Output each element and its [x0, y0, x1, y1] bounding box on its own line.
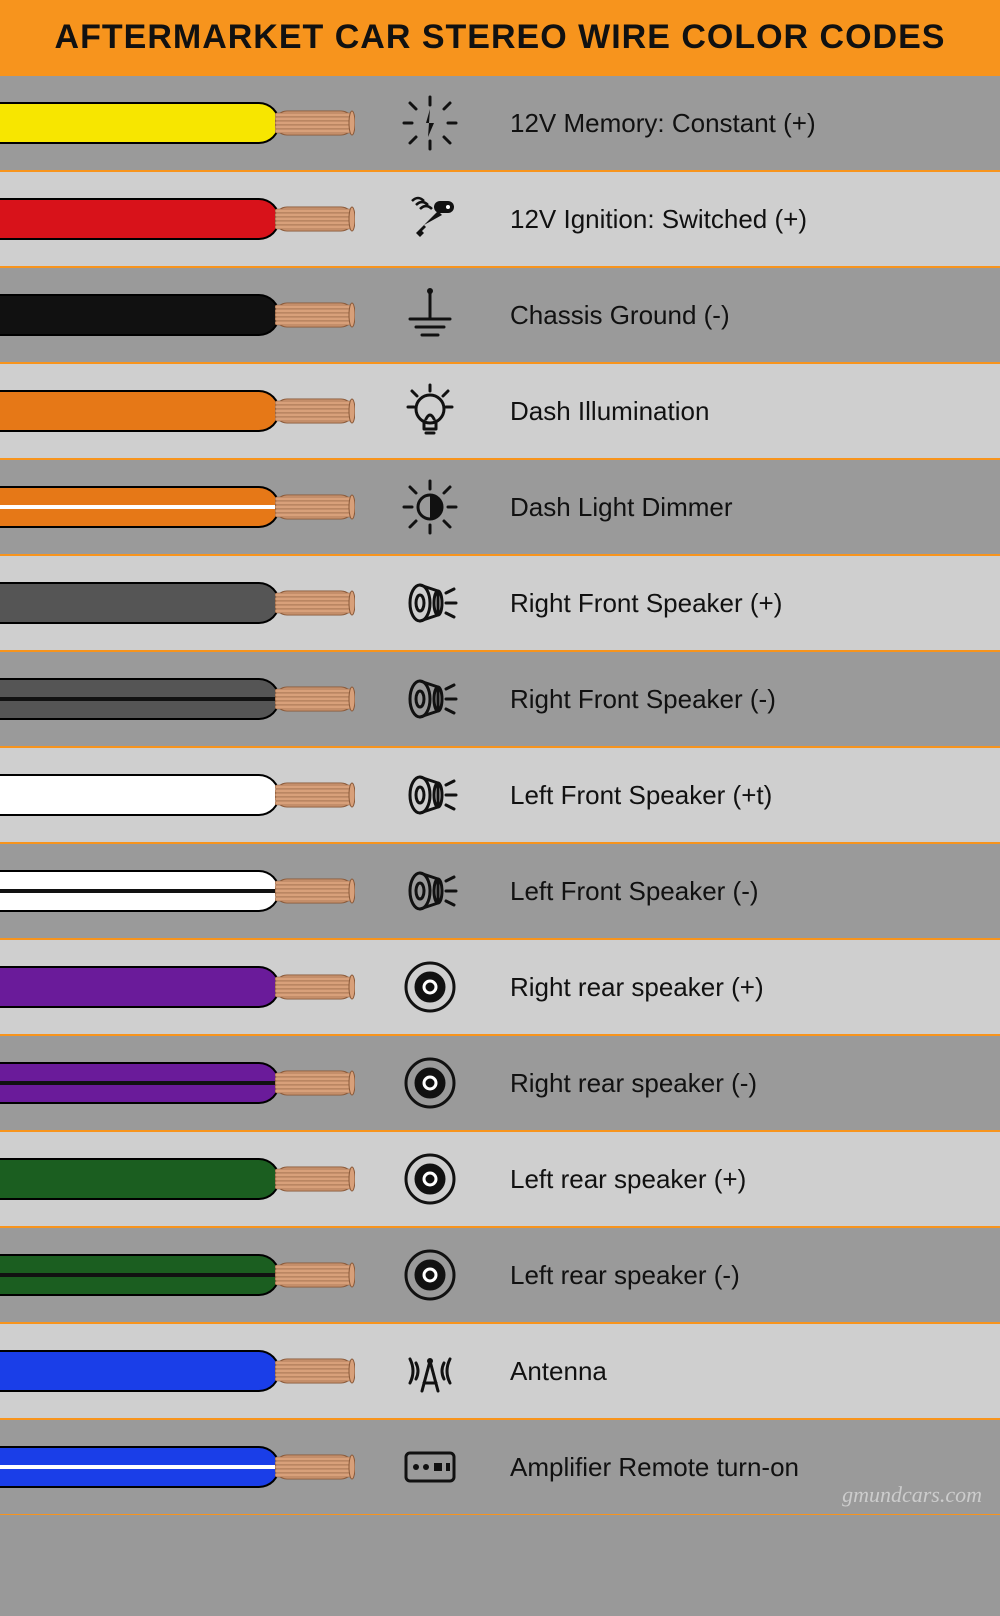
- wire-jacket: [0, 1350, 280, 1392]
- wire-row: Antenna: [0, 1323, 1000, 1419]
- wire-illustration: [0, 1036, 370, 1130]
- wire-illustration: [0, 76, 370, 170]
- wire-illustration: [0, 748, 370, 842]
- wire-stripe: [0, 1273, 280, 1277]
- speaker_side-icon: [370, 571, 490, 635]
- wire-jacket: [0, 102, 280, 144]
- wire-illustration: [0, 1420, 370, 1514]
- wire-illustration: [0, 940, 370, 1034]
- speaker_round-icon: [370, 955, 490, 1019]
- wire-row: Left rear speaker (-): [0, 1227, 1000, 1323]
- wire-row: 12V Ignition: Switched (+): [0, 171, 1000, 267]
- wire-illustration: [0, 844, 370, 938]
- wire-row: Right Front Speaker (+): [0, 555, 1000, 651]
- wire-label: 12V Ignition: Switched (+): [490, 204, 1000, 235]
- wire-jacket: [0, 774, 280, 816]
- wire-row: Right rear speaker (+): [0, 939, 1000, 1035]
- wire-label: Right Front Speaker (-): [490, 684, 1000, 715]
- speaker_side-icon: [370, 763, 490, 827]
- wire-label: Right rear speaker (-): [490, 1068, 1000, 1099]
- wire-label: Left Front Speaker (+t): [490, 780, 1000, 811]
- speaker_round-icon: [370, 1147, 490, 1211]
- amp-icon: [370, 1435, 490, 1499]
- wire-illustration: [0, 556, 370, 650]
- wire-jacket: [0, 390, 280, 432]
- ground-icon: [370, 283, 490, 347]
- wire-copper: [275, 1069, 355, 1097]
- wire-row: Amplifier Remote turn-ongmundcars.com: [0, 1419, 1000, 1515]
- wire-rows: 12V Memory: Constant (+) 12V Ignition: S…: [0, 75, 1000, 1515]
- wire-jacket: [0, 1158, 280, 1200]
- wire-label: Chassis Ground (-): [490, 300, 1000, 331]
- infographic-container: AFTERMARKET CAR STEREO WIRE COLOR CODES …: [0, 0, 1000, 1515]
- wire-row: 12V Memory: Constant (+): [0, 75, 1000, 171]
- wire-stripe: [0, 1081, 280, 1085]
- wire-row: Chassis Ground (-): [0, 267, 1000, 363]
- wire-jacket: [0, 198, 280, 240]
- bulb-icon: [370, 379, 490, 443]
- wire-illustration: [0, 652, 370, 746]
- speaker_side-icon: [370, 859, 490, 923]
- wire-row: Left rear speaker (+): [0, 1131, 1000, 1227]
- wire-copper: [275, 109, 355, 137]
- spark-icon: [370, 91, 490, 155]
- wire-copper: [275, 493, 355, 521]
- wire-copper: [275, 1357, 355, 1385]
- wire-copper: [275, 685, 355, 713]
- wire-row: Left Front Speaker (-): [0, 843, 1000, 939]
- speaker_round-icon: [370, 1243, 490, 1307]
- wire-label: Right Front Speaker (+): [490, 588, 1000, 619]
- wire-illustration: [0, 1324, 370, 1418]
- wire-copper: [275, 781, 355, 809]
- wire-copper: [275, 973, 355, 1001]
- wire-copper: [275, 589, 355, 617]
- wire-jacket: [0, 966, 280, 1008]
- wire-label: Left Front Speaker (-): [490, 876, 1000, 907]
- wire-jacket: [0, 582, 280, 624]
- wire-row: Dash Illumination: [0, 363, 1000, 459]
- wire-illustration: [0, 1132, 370, 1226]
- speaker_side-icon: [370, 667, 490, 731]
- wire-stripe: [0, 889, 280, 893]
- speaker_round-icon: [370, 1051, 490, 1115]
- wire-row: Right Front Speaker (-): [0, 651, 1000, 747]
- wire-copper: [275, 1453, 355, 1481]
- wire-illustration: [0, 268, 370, 362]
- wire-stripe: [0, 505, 280, 509]
- wire-row: Dash Light Dimmer: [0, 459, 1000, 555]
- wire-label: Amplifier Remote turn-on: [490, 1452, 1000, 1483]
- wire-illustration: [0, 1228, 370, 1322]
- wire-illustration: [0, 364, 370, 458]
- key-icon: [370, 187, 490, 251]
- wire-jacket: [0, 294, 280, 336]
- wire-label: Antenna: [490, 1356, 1000, 1387]
- wire-illustration: [0, 172, 370, 266]
- wire-label: Left rear speaker (-): [490, 1260, 1000, 1291]
- wire-stripe: [0, 1465, 280, 1469]
- wire-illustration: [0, 460, 370, 554]
- wire-label: Left rear speaker (+): [490, 1164, 1000, 1195]
- page-title: AFTERMARKET CAR STEREO WIRE COLOR CODES: [0, 0, 1000, 75]
- wire-copper: [275, 1165, 355, 1193]
- wire-copper: [275, 301, 355, 329]
- wire-row: Left Front Speaker (+t): [0, 747, 1000, 843]
- wire-copper: [275, 877, 355, 905]
- wire-row: Right rear speaker (-): [0, 1035, 1000, 1131]
- wire-label: 12V Memory: Constant (+): [490, 108, 1000, 139]
- antenna-icon: [370, 1339, 490, 1403]
- dimmer-icon: [370, 475, 490, 539]
- wire-copper: [275, 205, 355, 233]
- wire-label: Dash Illumination: [490, 396, 1000, 427]
- wire-label: Dash Light Dimmer: [490, 492, 1000, 523]
- wire-copper: [275, 1261, 355, 1289]
- wire-stripe: [0, 697, 280, 701]
- wire-copper: [275, 397, 355, 425]
- watermark: gmundcars.com: [842, 1482, 982, 1508]
- wire-label: Right rear speaker (+): [490, 972, 1000, 1003]
